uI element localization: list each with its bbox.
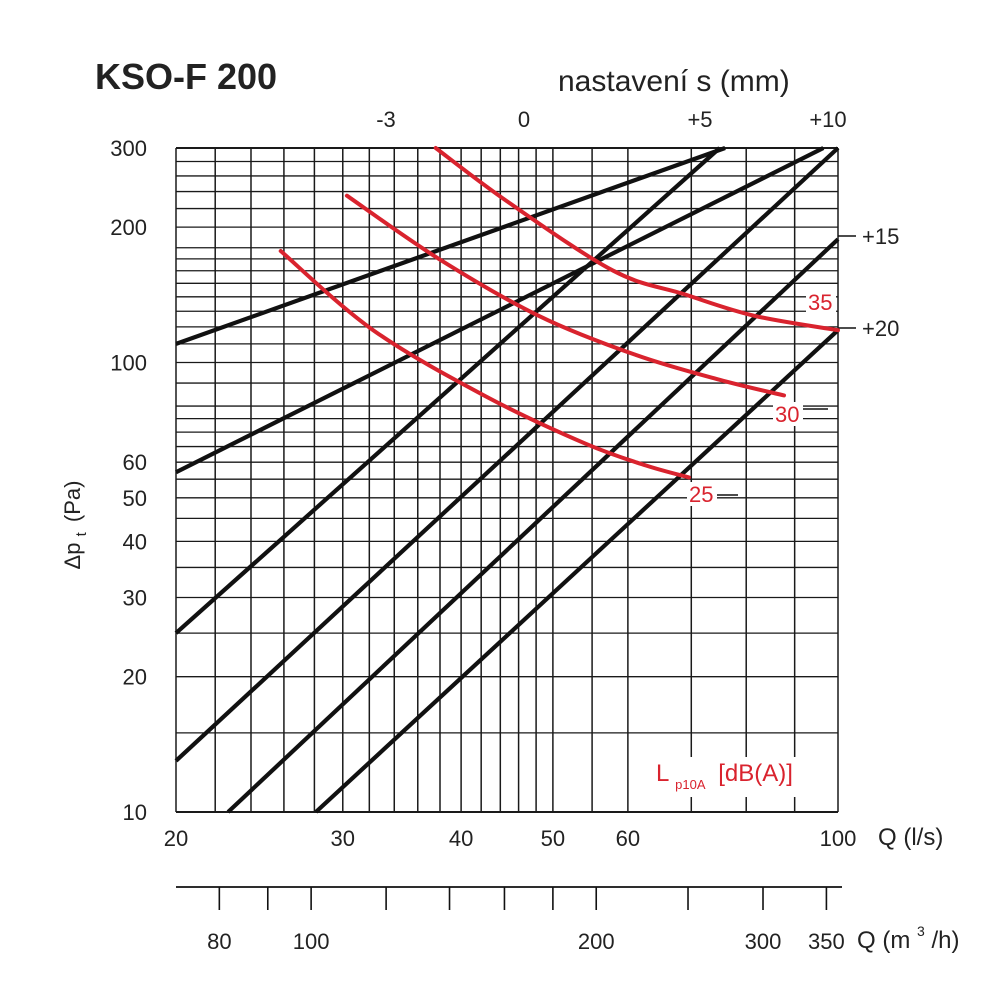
x-tick-label: 100 [820,826,857,851]
setting-label: +20 [862,316,899,341]
x-tick-label: 30 [331,826,355,851]
x-tick-label: 40 [449,826,473,851]
setting-label: +5 [687,107,712,132]
setting-line [175,146,825,475]
noise-curve-label: 30 [775,402,799,427]
noise-legend-label: L p10A [dB(A)] [656,760,793,795]
y-tick-label: 60 [123,450,147,475]
secondary-x-tick-label: 80 [207,929,231,954]
noise-label-bg [773,402,803,426]
x-tick-label: 50 [541,826,565,851]
x-axis-label: Q (l/s) [878,824,943,851]
x-tick-label: 20 [164,826,188,851]
y-axis-label-sub: t [73,531,90,536]
y-tick-label: 100 [110,350,147,375]
y-axis-label: Δp t (Pa) [60,481,91,570]
noise-curve-label: 25 [689,482,713,507]
setting-label: +10 [809,107,846,132]
setting-label: 0 [518,107,530,132]
secondary-x-axis-label-sup: 3 [917,923,925,939]
noise-legend-sub: p10A [675,777,706,792]
noise-legend-unit: [dB(A)] [718,760,793,787]
y-tick-label: 50 [123,486,147,511]
setting-line [174,146,722,635]
secondary-x-axis-label-start: Q (m [857,927,910,954]
y-tick-label: 200 [110,215,147,240]
setting-line [314,328,840,814]
noise-curve-label: 35 [808,290,832,315]
x-tick-label: 60 [616,826,640,851]
secondary-x-tick-label: 300 [745,929,782,954]
noise-legend-main: L [656,760,669,787]
noise-label-bg [806,290,836,314]
setting-line [174,146,840,763]
secondary-x-tick-label: 200 [578,929,615,954]
noise-legend-bg [650,757,810,797]
noise-curve [278,249,691,480]
secondary-x-axis-label: Q (m 3 /h) [857,915,959,954]
secondary-x-axis-label-end: /h) [931,927,959,954]
setting-line [226,237,840,814]
y-axis-label-unit: (Pa) [60,481,85,523]
noise-curve [344,193,786,398]
y-tick-label: 30 [123,586,147,611]
y-axis-label-main: Δp [60,543,85,570]
top-axis-title: nastavení s (mm) [558,65,790,98]
setting-label: +15 [862,224,899,249]
setting-label: -3 [376,107,396,132]
chart-title: KSO-F 200 [95,56,277,97]
noise-curve [433,146,840,333]
setting-line [175,146,726,346]
y-tick-label: 20 [123,665,147,690]
noise-label-bg [687,482,717,506]
secondary-x-tick-label: 100 [293,929,330,954]
y-tick-label: 300 [110,136,147,161]
secondary-x-tick-label: 350 [808,929,845,954]
y-tick-label: 40 [123,529,147,554]
y-tick-label: 10 [123,800,147,825]
